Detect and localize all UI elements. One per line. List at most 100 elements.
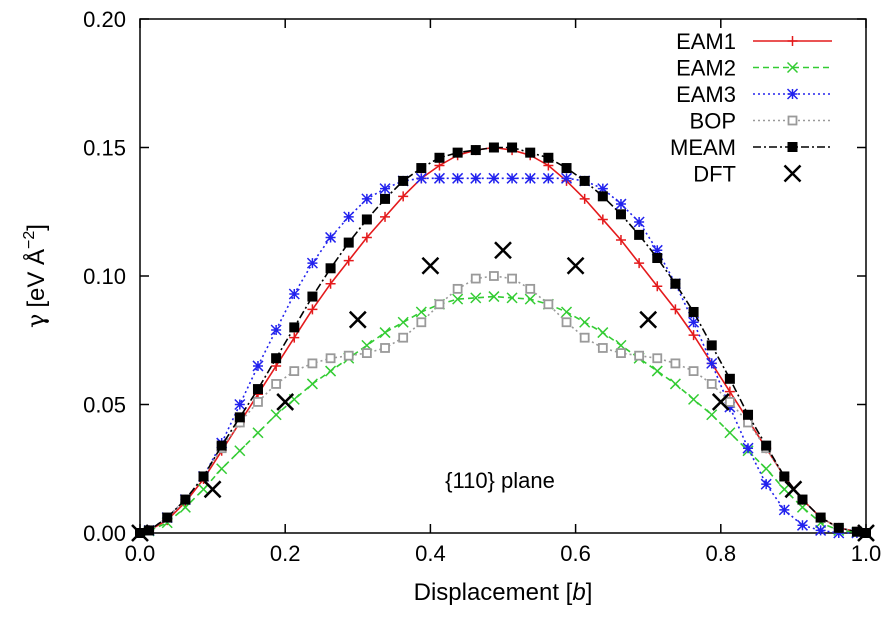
data-point [778,504,790,516]
data-point [325,263,336,274]
data-point [615,209,626,220]
data-point [470,172,482,184]
legend-marker [787,115,798,126]
legend-label: DFT [693,162,736,187]
data-point [688,306,699,317]
x-tick-label: 0.8 [706,541,737,566]
data-point [379,183,391,195]
data-point [452,283,463,294]
data-point [289,366,300,376]
data-point [488,172,500,184]
data-point [634,350,645,361]
legend-marker [783,164,802,183]
legend-entry-eam3: EAM3 [676,82,832,107]
legend-marker [786,61,799,74]
data-point [561,163,572,174]
data-point [706,340,717,351]
data-point [724,427,736,439]
legend-label: BOP [690,109,736,134]
legend-marker [787,36,798,46]
legend-marker [786,88,799,100]
dft-point [203,480,222,499]
data-point [415,172,427,184]
axis-ticks: 0.0 0.2 0.4 0.6 0.8 1.0 0.00 0.05 0.10 0.15 0.20 [83,7,881,566]
data-point [507,142,518,153]
data-point [543,299,554,310]
data-point [669,378,681,390]
data-point [652,281,663,292]
legend-entry-eam1: EAM1 [676,29,832,54]
data-point [361,193,373,205]
data-point [797,494,808,505]
data-point [525,283,536,294]
dft-point [276,393,295,411]
data-point [398,191,409,202]
data-point [833,527,845,539]
data-point [616,348,626,359]
data-point [815,524,827,536]
data-point [670,278,681,289]
data-point [162,512,173,523]
data-point [560,172,573,184]
data-point [307,304,318,315]
data-point [634,258,645,269]
data-point [651,365,663,377]
data-point [416,317,427,328]
data-point [815,512,826,523]
data-point [289,322,300,333]
data-point [597,191,608,202]
data-point [234,445,246,457]
data-point [271,353,282,364]
data-point [488,291,500,303]
data-point [506,292,518,304]
data-point [252,427,264,439]
x-axis-title: Displacement [b] [414,579,593,606]
y-tick-label: 0.10 [83,264,126,289]
data-point [579,332,590,343]
data-point [307,358,318,369]
data-point [761,440,772,451]
data-point [180,494,191,505]
data-point [488,142,499,153]
data-point [288,288,300,300]
legend-entry-eam2: EAM2 [676,56,832,81]
data-point [306,378,318,390]
data-point [543,152,554,163]
y-axis-title: γ[eV Å−2] [21,224,50,328]
data-point [325,278,336,289]
series-layer [134,142,872,539]
data-point [270,409,282,421]
y-tick-label: 0.00 [83,521,126,546]
data-point [579,316,591,328]
dft-point [421,256,440,275]
data-point [778,483,790,495]
data-point [724,386,735,397]
data-point [289,332,300,343]
series-line [139,146,867,534]
data-point [380,343,390,353]
data-point [651,244,663,256]
data-point [470,292,482,304]
data-point [688,316,700,328]
data-point [670,358,681,369]
data-point [361,348,372,359]
plane-annotation: {110} plane [445,468,555,493]
data-point [706,379,717,389]
series-line [139,177,866,534]
data-point [397,316,409,328]
data-point [216,463,228,475]
data-point [524,172,536,184]
x-tick-label: 1.0 [851,541,882,566]
data-point [760,463,772,475]
series-bop [135,271,871,538]
x-tick-label: 0.0 [125,541,156,566]
data-point [434,299,445,310]
data-point [524,293,536,305]
legend-label: EAM3 [676,82,736,107]
dft-layer [131,241,875,542]
dft-point [566,256,585,275]
data-point [197,483,210,495]
data-point [506,172,518,184]
data-point [271,379,282,389]
